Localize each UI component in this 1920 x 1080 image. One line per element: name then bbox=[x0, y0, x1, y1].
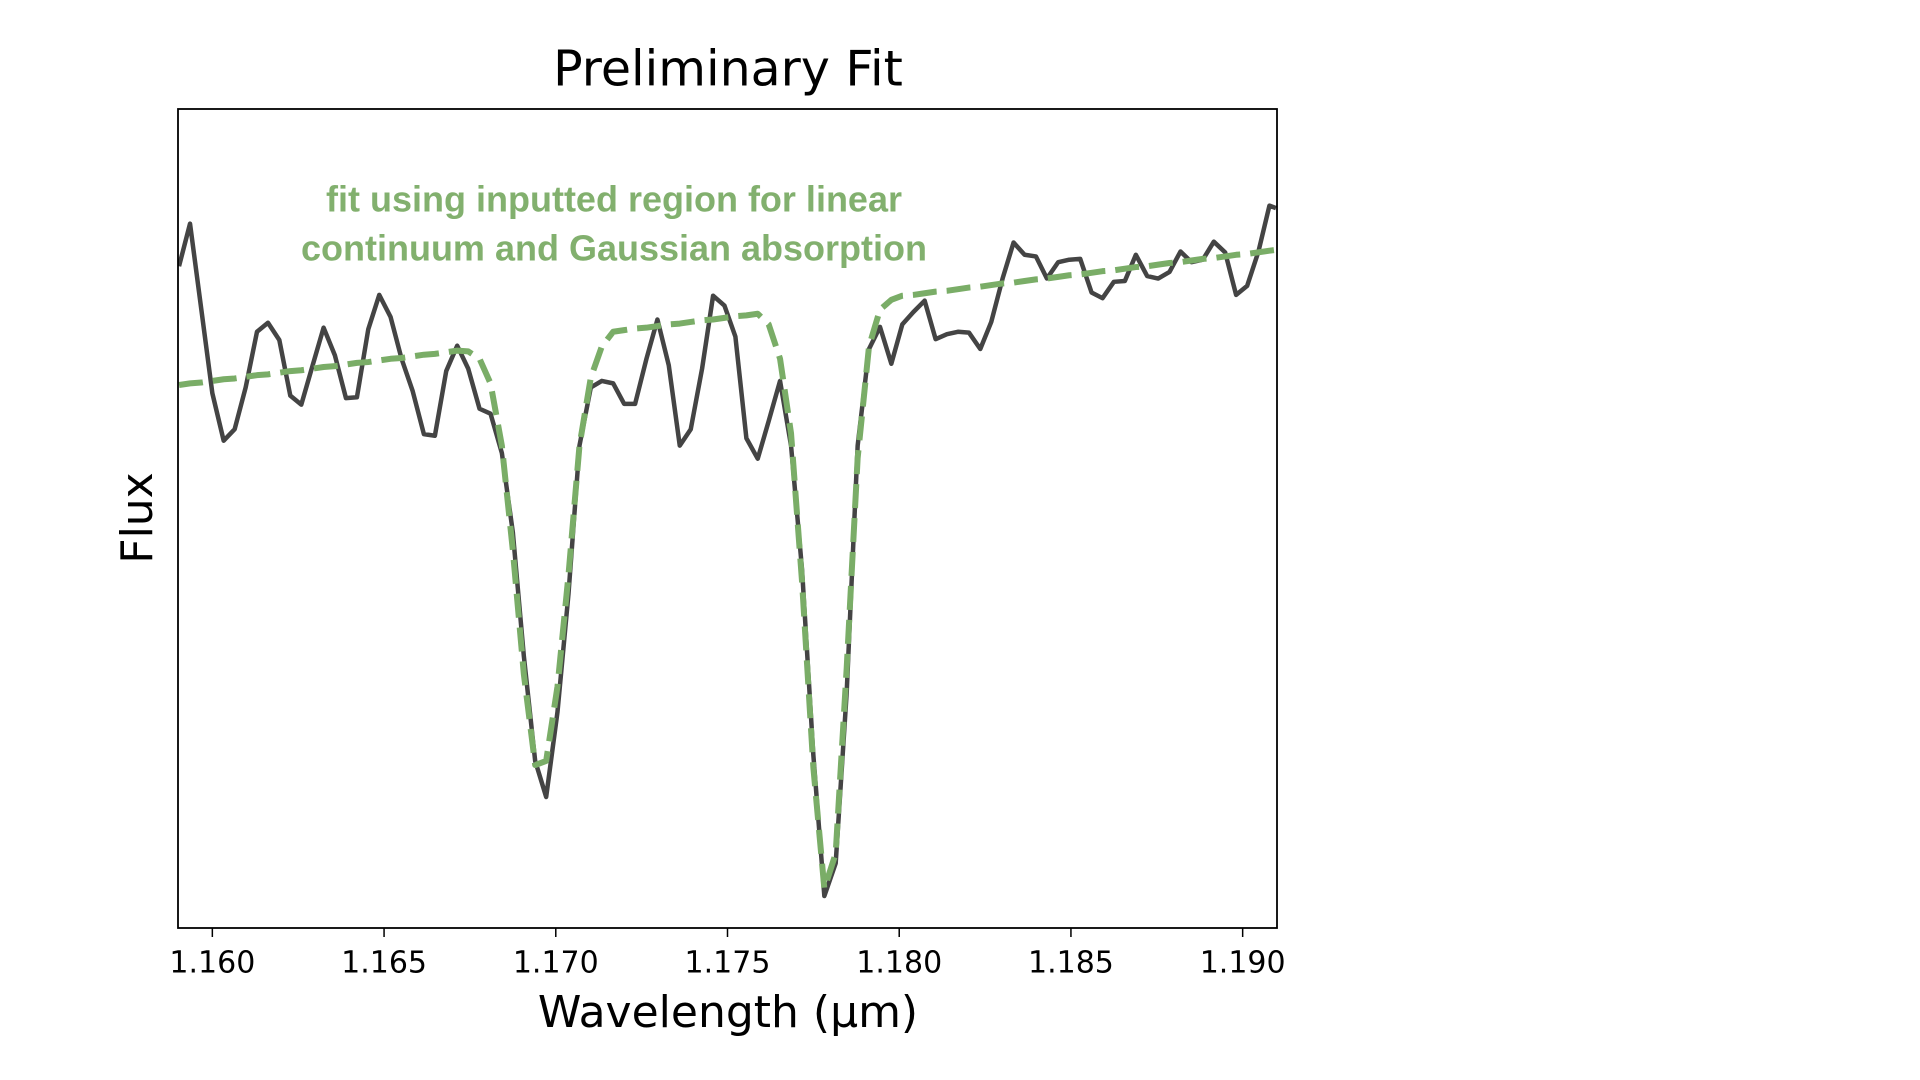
x-tick-label: 1.175 bbox=[685, 946, 771, 981]
flux-line bbox=[178, 203, 1277, 899]
fit-line bbox=[178, 246, 1277, 892]
x-tick-label: 1.165 bbox=[341, 946, 427, 981]
chart-title: Preliminary Fit bbox=[553, 41, 903, 98]
x-tick-label: 1.180 bbox=[856, 946, 942, 981]
y-axis-label: Flux bbox=[112, 472, 163, 563]
x-tick-label: 1.185 bbox=[1028, 946, 1114, 981]
plot-frame bbox=[177, 108, 1278, 929]
x-axis-label: Wavelength (µm) bbox=[538, 987, 918, 1038]
annotation: fit using inputted region for linear bbox=[326, 179, 902, 220]
x-tick-label: 1.190 bbox=[1200, 946, 1286, 981]
x-tick-label: 1.170 bbox=[513, 946, 599, 981]
annotation: continuum and Gaussian absorption bbox=[301, 228, 927, 269]
x-tick-label: 1.160 bbox=[169, 946, 255, 981]
